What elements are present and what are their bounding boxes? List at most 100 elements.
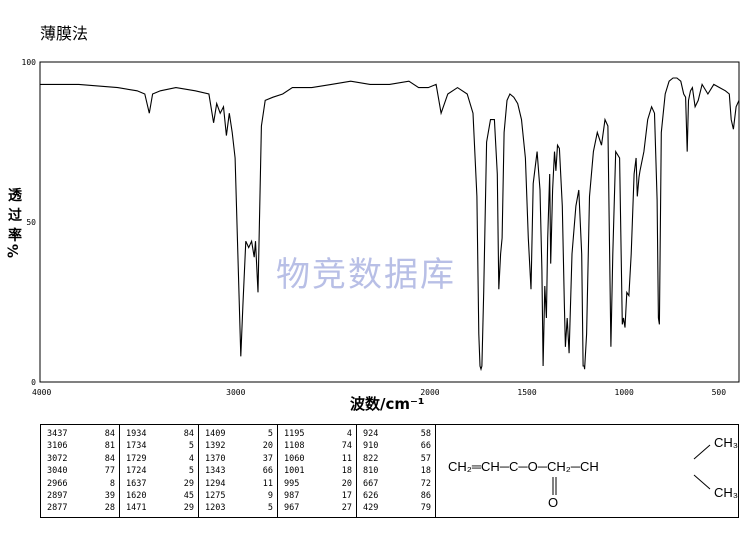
- x-tick-label: 1500: [517, 388, 536, 397]
- structure-carbonyl-o: O: [548, 495, 559, 510]
- peak-table: 3437 84 3106 81 3072 84 3040 77 2966 8 2897 39 2877 2…: [40, 424, 739, 518]
- peak-wavenumber: 2966: [47, 478, 68, 489]
- peak-row: 1275 9: [205, 490, 273, 502]
- peak-wavenumber: 810: [363, 466, 379, 477]
- peak-wavenumber: 910: [363, 441, 379, 452]
- structure-main: CH₂═CH─C─O─CH₂─CH: [448, 459, 599, 474]
- peak-row: 2877 28: [47, 502, 115, 514]
- peak-transmittance: 9: [267, 491, 273, 502]
- peak-wavenumber: 1471: [126, 503, 147, 514]
- peak-wavenumber: 1392: [205, 441, 226, 452]
- peak-row: 924 58: [363, 428, 431, 440]
- peak-column: 1934 84 1734 5 1729 4 1724 5 1637 29 1620 45 1471 29: [120, 425, 199, 517]
- peak-row: 1370 37: [205, 453, 273, 465]
- structure-top-branch: CH₃: [714, 435, 739, 450]
- peak-row: 1343 66: [205, 465, 273, 477]
- peak-row: 2897 39: [47, 490, 115, 502]
- peak-row: 626 86: [363, 490, 431, 502]
- peak-wavenumber: 2877: [47, 503, 68, 514]
- peak-row: 2966 8: [47, 478, 115, 490]
- x-tick-label: 500: [712, 388, 727, 397]
- y-axis-label-1: 透: [8, 188, 23, 204]
- x-tick-label: 2000: [420, 388, 439, 397]
- peak-wavenumber: 924: [363, 429, 379, 439]
- x-tick-label: 4000: [32, 388, 51, 397]
- peak-wavenumber: 667: [363, 478, 379, 489]
- plot-frame: [39, 61, 740, 383]
- peak-column: 3437 84 3106 81 3072 84 3040 77 2966 8 2897 39 2877 2…: [41, 425, 120, 517]
- peak-transmittance: 27: [341, 503, 352, 514]
- peak-wavenumber: 1734: [126, 441, 147, 452]
- y-axis-label-2: 过: [8, 207, 22, 224]
- peak-row: 810 18: [363, 465, 431, 477]
- peak-wavenumber: 3106: [47, 441, 68, 452]
- peak-transmittance: 5: [267, 429, 273, 439]
- peak-row: 1724 5: [126, 465, 194, 477]
- peak-transmittance: 86: [420, 491, 431, 502]
- peak-wavenumber: 1620: [126, 491, 147, 502]
- peak-transmittance: 84: [183, 429, 194, 439]
- peak-wavenumber: 822: [363, 453, 379, 464]
- x-tick-label: 1000: [615, 388, 634, 397]
- peak-row: 429 79: [363, 502, 431, 514]
- peak-row: 1001 18: [284, 465, 352, 477]
- peak-row: 995 20: [284, 478, 352, 490]
- peak-row: 822 57: [363, 453, 431, 465]
- peak-row: 1108 74: [284, 440, 352, 452]
- peak-wavenumber: 1275: [205, 491, 226, 502]
- peak-row: 1392 20: [205, 440, 273, 452]
- chemical-structure: CH₂═CH─C─O─CH₂─CH CH₃ CH₃ O: [436, 425, 738, 517]
- peak-wavenumber: 429: [363, 503, 379, 514]
- peak-transmittance: 20: [262, 441, 273, 452]
- peak-wavenumber: 1637: [126, 478, 147, 489]
- peak-wavenumber: 3437: [47, 429, 68, 439]
- peak-transmittance: 66: [262, 466, 273, 477]
- peak-wavenumber: 987: [284, 491, 300, 502]
- peak-row: 1294 11: [205, 478, 273, 490]
- peak-transmittance: 84: [104, 453, 115, 464]
- peak-row: 3106 81: [47, 440, 115, 452]
- peak-wavenumber: 1203: [205, 503, 226, 514]
- peak-row: 910 66: [363, 440, 431, 452]
- peak-transmittance: 58: [420, 429, 431, 439]
- peak-row: 987 17: [284, 490, 352, 502]
- peak-transmittance: 29: [183, 478, 194, 489]
- peak-transmittance: 74: [341, 441, 352, 452]
- ir-spectrum-chart: 4000 3000 2000 1500 1000 500 0 50 100 透 过 率 % 波数…: [6, 58, 740, 413]
- peak-row: 1934 84: [126, 428, 194, 440]
- peak-wavenumber: 1370: [205, 453, 226, 464]
- peak-transmittance: 8: [109, 478, 115, 489]
- peak-transmittance: 18: [420, 466, 431, 477]
- peak-wavenumber: 1195: [284, 429, 305, 439]
- peak-column: 1195 4 1108 74 1060 11 1001 18 995 20 987 17 967 27: [278, 425, 357, 517]
- peak-wavenumber: 3072: [47, 453, 68, 464]
- peak-transmittance: 5: [188, 466, 194, 477]
- peak-transmittance: 72: [420, 478, 431, 489]
- peak-transmittance: 5: [188, 441, 194, 452]
- peak-transmittance: 29: [183, 503, 194, 514]
- peak-row: 1620 45: [126, 490, 194, 502]
- peak-wavenumber: 1108: [284, 441, 305, 452]
- peak-row: 667 72: [363, 478, 431, 490]
- peak-wavenumber: 1729: [126, 453, 147, 464]
- peak-transmittance: 84: [104, 429, 115, 439]
- peak-row: 3437 84: [47, 428, 115, 440]
- peak-row: 1729 4: [126, 453, 194, 465]
- y-tick-label: 0: [31, 378, 36, 387]
- peak-row: 3040 77: [47, 465, 115, 477]
- peak-transmittance: 20: [341, 478, 352, 489]
- y-axis-label-3: 率: [8, 227, 22, 244]
- peak-transmittance: 77: [104, 466, 115, 477]
- peak-wavenumber: 1934: [126, 429, 147, 439]
- peak-row: 1060 11: [284, 453, 352, 465]
- peak-row: 1195 4: [284, 428, 352, 440]
- peak-wavenumber: 1343: [205, 466, 226, 477]
- peak-transmittance: 4: [188, 453, 194, 464]
- peak-transmittance: 11: [341, 453, 352, 464]
- peak-transmittance: 11: [262, 478, 273, 489]
- y-axis-label-4: %: [6, 244, 22, 258]
- peak-row: 3072 84: [47, 453, 115, 465]
- peak-row: 1203 5: [205, 502, 273, 514]
- watermark: 物竞数据库: [276, 255, 456, 295]
- peak-wavenumber: 1724: [126, 466, 147, 477]
